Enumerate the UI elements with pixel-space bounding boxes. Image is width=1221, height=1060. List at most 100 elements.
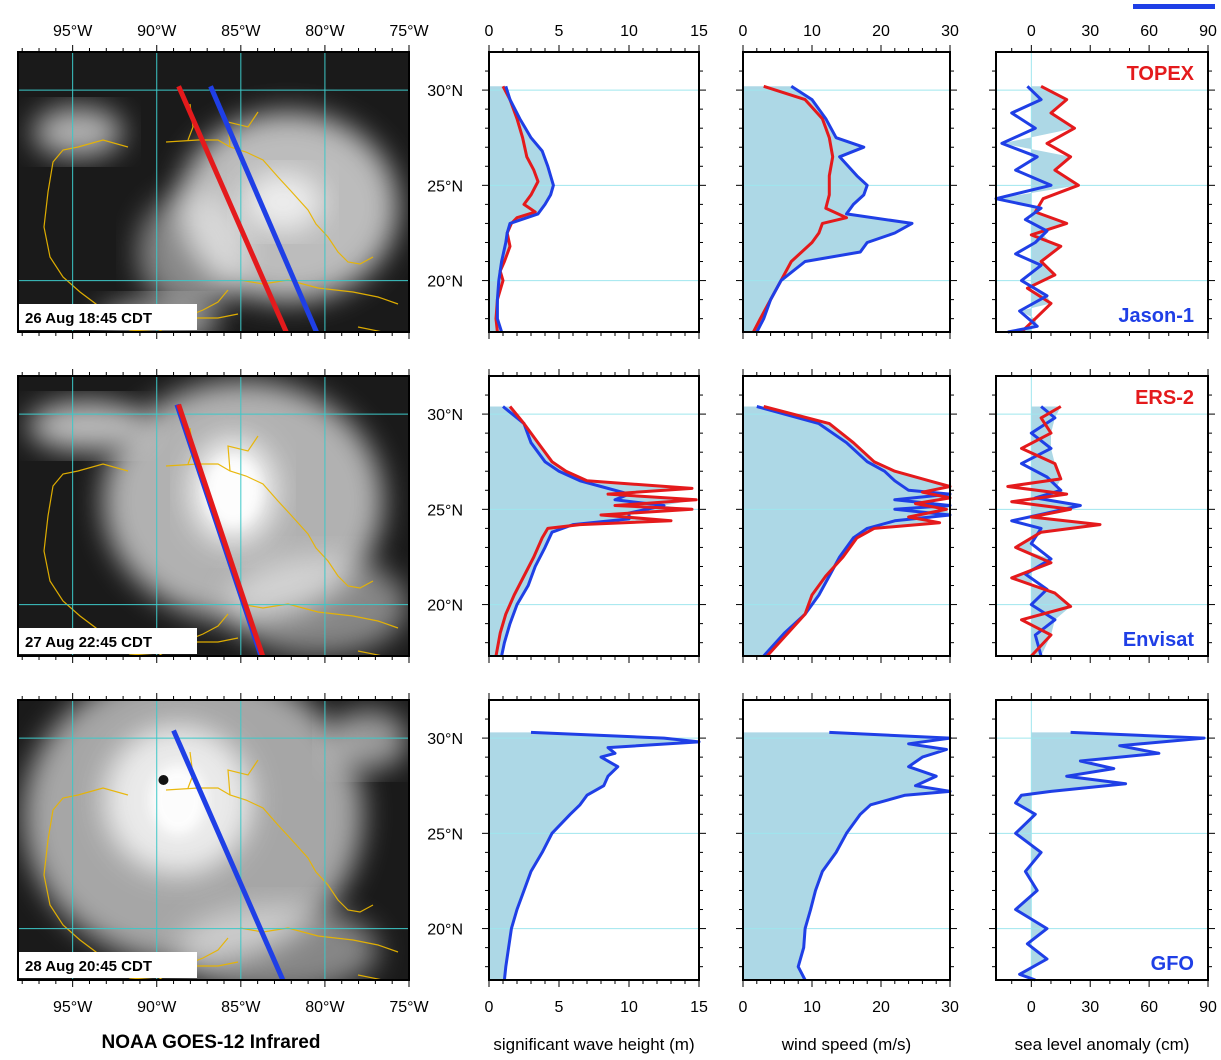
x-tick-label-bottom: 30 [1081,999,1099,1016]
altimeter-panels: 0 0 5 5 10 10 15 15 significant wave height (m) 0… [482,4,1217,1054]
x-tick-label-top: 30 [1081,23,1099,40]
time-label-background [19,628,197,654]
satellite-image [18,376,409,656]
profile-panel [482,45,706,339]
series-line-blue [994,85,1053,334]
shaded-profile [489,406,697,656]
series-line-red [763,405,952,658]
lon-tick-label-bottom: 90°W [137,999,177,1016]
cloud-cover [328,710,408,770]
satellite-image [18,700,409,980]
panel-frame [995,699,1209,981]
ground-track [171,729,286,980]
cloud-cover [178,905,378,980]
storm-core [205,456,261,526]
profile-panel [736,693,957,987]
cloud-cover [28,401,148,451]
lon-tick-label-top: 95°W [53,23,93,40]
x-tick-label-bottom: 5 [555,999,564,1016]
x-tick-label-top: 10 [803,23,821,40]
ground-track [176,85,289,332]
lon-tick-label-top: 75°W [389,23,429,40]
series-line-blue [1010,405,1082,657]
series-line-blue [1014,730,1206,982]
panel-frame [742,51,951,333]
x-tick-label-top: 20 [872,23,890,40]
time-label-background [19,304,197,330]
ground-track [208,85,319,332]
time-label: 26 Aug 18:45 CDT [25,310,152,327]
ground-track [176,403,266,656]
lat-tick-label: 25°N [427,826,463,843]
panel-frame [742,375,951,657]
profile-panel [989,369,1215,663]
lon-tick-label-bottom: 85°W [221,999,261,1016]
lat-tick-label: 30°N [427,731,463,748]
mission-label: GFO [1151,953,1194,975]
shaded-profile [489,86,554,333]
x-tick-label-bottom: 0 [739,999,748,1016]
x-tick-label-bottom: 0 [1027,999,1036,1016]
profile-panel [989,45,1215,339]
map-frame [17,51,410,333]
x-tick-label-top: 0 [739,23,748,40]
x-tick-label-bottom: 10 [620,999,638,1016]
lat-tick-label: 25°N [427,502,463,519]
x-axis-label: sea level anomaly (cm) [1015,1035,1190,1054]
x-tick-label-bottom: 15 [690,999,708,1016]
time-label-box: 27 Aug 22:45 CDT [19,628,197,654]
cloud-cover [33,107,123,157]
coastline [43,103,399,332]
profile-panel [482,693,706,987]
x-tick-label-top: 15 [690,23,708,40]
x-tick-label-top: 5 [555,23,564,40]
panel-frame [995,375,1209,657]
x-tick-label-top: 0 [485,23,494,40]
x-tick-label-top: 60 [1140,23,1158,40]
series-line-red [494,405,698,657]
cloud-cover [228,556,408,656]
cloud-cover [138,192,248,312]
shaded-profile [489,732,699,980]
lon-tick-label-top: 90°W [137,23,177,40]
profile-panel [736,369,957,663]
lon-tick-label-bottom: 75°W [389,999,429,1016]
map-title: NOAA GOES-12 Infrared [102,1032,321,1053]
map-frame [17,699,410,981]
profile-panel [989,693,1215,987]
lon-tick-label-top: 85°W [221,23,261,40]
mission-label: Envisat [1123,629,1194,651]
panel-frame [995,51,1209,333]
panel-frame [488,375,700,657]
time-label-background [19,952,197,978]
x-axis-label: wind speed (m/s) [781,1035,911,1054]
mission-label: TOPEX [1127,63,1195,85]
time-label-box: 26 Aug 18:45 CDT [19,304,197,330]
time-label-box: 28 Aug 20:45 CDT [19,952,197,978]
x-tick-label-bottom: 30 [941,999,959,1016]
series-line-red [494,85,540,333]
lon-tick-label-bottom: 80°W [305,999,345,1016]
series-line-blue [502,730,701,981]
time-label: 28 Aug 20:45 CDT [25,958,152,975]
x-axis-label: significant wave height (m) [493,1035,694,1054]
map-frame [17,375,410,657]
lon-tick-label-top: 80°W [305,23,345,40]
panel-frame [742,699,951,981]
time-label: 27 Aug 22:45 CDT [25,634,152,651]
profile-panel [482,369,706,663]
x-tick-label-top: 30 [941,23,959,40]
panel-frame [488,51,700,333]
series-line-blue [755,85,914,333]
series-line-red [1006,405,1102,658]
storm-core [150,765,206,835]
x-tick-label-top: 0 [1027,23,1036,40]
x-tick-label-top: 90 [1199,23,1217,40]
storm-eye [158,775,169,785]
lat-tick-label: 25°N [427,178,463,195]
x-tick-label-bottom: 20 [872,999,890,1016]
x-tick-label-top: 10 [620,23,638,40]
series-line-blue [495,85,555,333]
series-line-blue [796,730,952,981]
